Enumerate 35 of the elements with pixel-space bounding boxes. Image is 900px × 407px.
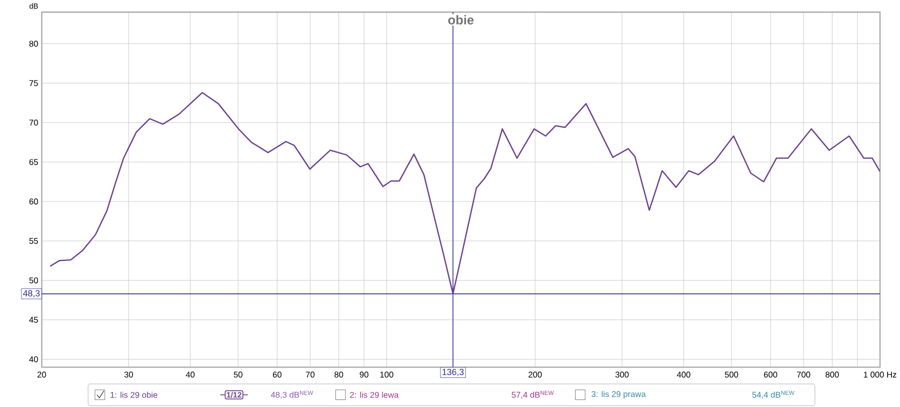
x-tick-label: 700 (797, 372, 810, 378)
y-tick-label: 60 (29, 198, 38, 205)
chart-title: obie (448, 15, 474, 25)
x-tick-label: 80 (334, 372, 344, 378)
ref-line-label: 136,3 (442, 369, 464, 376)
y-tick-label: 65 (29, 159, 38, 166)
x-tick-label: 200 (528, 372, 542, 378)
y-tick-label: 70 (29, 120, 38, 126)
x-tick-label: 400 (676, 372, 690, 378)
x-tick-label: 40 (186, 372, 195, 378)
y-tick-label: 55 (29, 238, 38, 244)
x-tick-label: 600 (764, 372, 778, 378)
text: 1: lis 29 obie (110, 392, 158, 398)
text: 48,3 dB$^{NEW}$ (270, 391, 314, 399)
y-tick-label: 50 (29, 278, 38, 284)
x-tick-label: 70 (306, 372, 314, 378)
x-tick-label: 50 (234, 372, 242, 378)
text: 2: lis 29 lewa (350, 392, 399, 398)
ref-line-label: 48,3 (23, 290, 40, 298)
x-tick-label: 800 (826, 372, 839, 378)
text: 54,4 dB$^{NEW}$ (752, 391, 794, 399)
text: 57,4 dB$^{NEW}$ (512, 391, 554, 399)
x-tick-label: 300 (615, 372, 629, 378)
y-tick-label: 80 (29, 40, 38, 47)
x-tick-label: 60 (272, 372, 282, 378)
y-tick-label: 40 (29, 356, 38, 362)
text: 3: lis 29 prawa (592, 391, 646, 399)
y-tick-label: 75 (29, 80, 38, 86)
x-tick-label: 30 (124, 372, 133, 378)
x-tick-label: 20 (38, 372, 46, 378)
x-tick-label: 1 000 Hz (864, 372, 896, 378)
x-tick-label: 100 (380, 372, 394, 378)
y-tick-label: 45 (29, 317, 38, 323)
x-tick-label: 90 (360, 372, 368, 378)
x-tick-label: 500 (724, 372, 738, 378)
